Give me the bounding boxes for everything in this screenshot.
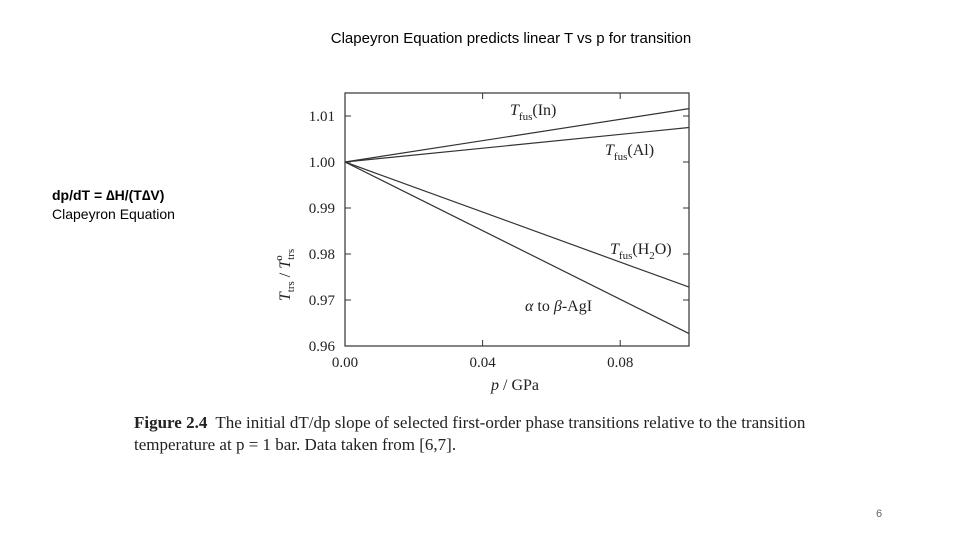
y-tick-label: 0.97	[309, 293, 336, 309]
series-line	[344, 108, 690, 163]
y-tick-label: 0.99	[309, 201, 335, 217]
series-labels: Tfus(In) Tfus(Al) Tfus(H2O) α to β-AgI	[510, 102, 672, 315]
y-axis-label: Ttrs / Ttrso	[273, 249, 297, 301]
clapeyron-formula: dp/dT = ∆H/(T∆V)	[52, 187, 165, 203]
series-line	[344, 161, 690, 335]
figure-label: Figure 2.4	[134, 413, 208, 432]
y-tick-label: 0.96	[309, 339, 336, 355]
series-lines	[344, 108, 690, 335]
clapeyron-label: Clapeyron Equation	[52, 206, 175, 222]
x-tick-label: 0.08	[607, 355, 633, 371]
y-tick-label: 0.98	[309, 247, 335, 263]
page-number: 6	[876, 508, 883, 520]
series-label: α to β-AgI	[525, 298, 592, 315]
series-label: Tfus(In)	[510, 102, 556, 123]
x-axis-label: p / GPa	[490, 377, 539, 394]
series-line	[344, 161, 690, 288]
figure-caption-text: The initial dT/dp slope of selected firs…	[134, 413, 806, 454]
y-tick-label: 1.00	[309, 155, 335, 171]
slide-title: Clapeyron Equation predicts linear T vs …	[330, 30, 692, 47]
phase-transition-chart: 0.00 0.04 0.08 0.96 0.97 0.98 0.99 1.00 1.01 Tfu…	[273, 92, 690, 394]
figure-caption: Figure 2.4 The initial dT/dp slope of se…	[134, 412, 854, 456]
series-line	[344, 126, 690, 163]
series-label: Tfus(H2O)	[610, 241, 672, 262]
series-label: Tfus(Al)	[605, 142, 654, 163]
tick-labels: 0.00 0.04 0.08 0.96 0.97 0.98 0.99 1.00 1.01	[309, 109, 634, 371]
plot-axes	[344, 92, 690, 347]
side-note: dp/dT = ∆H/(T∆V) Clapeyron Equation	[52, 186, 175, 224]
plot-frame	[344, 92, 690, 347]
y-tick-label: 1.01	[309, 109, 335, 125]
x-tick-label: 0.04	[469, 355, 496, 371]
x-tick-label: 0.00	[332, 355, 358, 371]
